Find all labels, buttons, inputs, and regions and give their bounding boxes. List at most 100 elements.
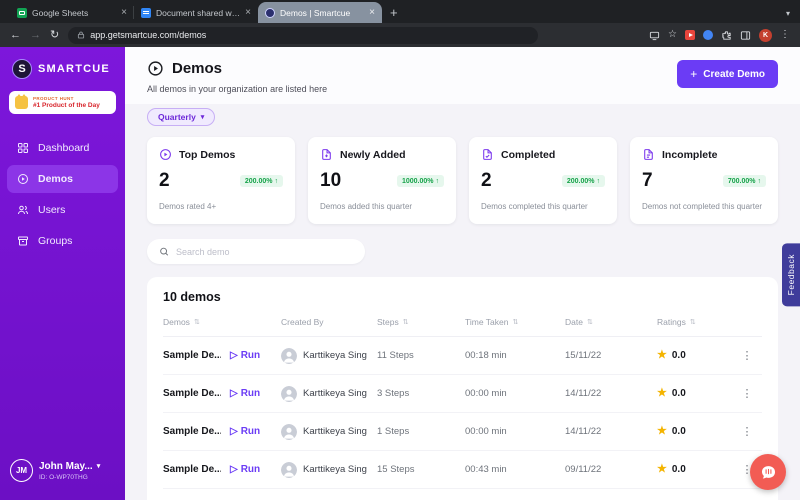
demos-table: 10 demos Demos ⇅ Created By Steps ⇅ Time T… [147, 277, 778, 500]
table-row: Sample De... ▷ Run Karttikeya Sing 15 Ste… [163, 451, 762, 489]
rating-value: 0.0 [671, 350, 686, 361]
reload-icon[interactable]: ↻ [50, 28, 60, 41]
demo-name[interactable]: Sample De... [163, 464, 221, 475]
chat-widget-button[interactable] [750, 454, 786, 490]
plus-icon: + [690, 67, 698, 81]
product-hunt-label: PRODUCT HUNT [33, 96, 74, 101]
column-header-created-by[interactable]: Created By [281, 317, 324, 327]
sidebar-item-dashboard[interactable]: Dashboard [7, 134, 118, 162]
tab-title: Demos | Smartcue [280, 7, 351, 18]
column-header-ratings[interactable]: Ratings ⇅ [657, 317, 696, 327]
google-docs-favicon-icon [141, 7, 151, 18]
up-arrow-icon: ↑ [435, 177, 440, 185]
rating-value: 0.0 [671, 464, 686, 475]
table-row: Sample De... ▷ Run Karttikeya Sing 3 Step… [163, 375, 762, 413]
table-row: Sample De... ▷ Run Karttikeya Sing 1 Step… [163, 413, 762, 451]
run-demo-button[interactable]: ▷ Run [230, 464, 261, 475]
stat-title: Newly Added [340, 148, 406, 161]
creator-avatar [281, 347, 297, 364]
page-header: Demos All demos in your organization are… [125, 47, 800, 104]
play-icon: ▷ [230, 350, 238, 361]
tab-strip: Google Sheets × Document shared with you… [0, 0, 800, 23]
sidebar-item-users[interactable]: Users [7, 196, 118, 224]
feedback-tab[interactable]: Feedback [782, 243, 800, 307]
column-header-time-taken[interactable]: Time Taken ⇅ [465, 317, 519, 327]
product-hunt-badge[interactable]: PRODUCT HUNT #1 Product of the Day [9, 91, 116, 114]
sidebar: S SMARTCUE PRODUCT HUNT #1 Product of th… [0, 47, 125, 500]
sidebar-item-demos[interactable]: Demos [7, 165, 118, 193]
close-tab-icon[interactable]: × [121, 6, 127, 18]
product-hunt-kitty-icon [15, 94, 28, 109]
tab-demos-smartcue[interactable]: Demos | Smartcue × [258, 2, 382, 23]
sidebar-item-groups[interactable]: Groups [7, 227, 118, 255]
tab-list-chevron-icon[interactable]: ▾ [785, 9, 790, 18]
search-input[interactable] [176, 246, 353, 257]
row-menu-icon[interactable]: ⋮ [741, 426, 753, 438]
toolbar-actions: ☆ K ⋮ [649, 28, 790, 42]
row-menu-icon[interactable]: ⋮ [741, 388, 753, 400]
back-icon[interactable]: ← [10, 28, 21, 41]
column-header-demos[interactable]: Demos ⇅ [163, 317, 200, 327]
forward-icon: → [30, 28, 41, 41]
sidebar-item-label: Groups [38, 235, 73, 247]
smartcue-app: S SMARTCUE PRODUCT HUNT #1 Product of th… [0, 47, 800, 500]
row-menu-icon[interactable]: ⋮ [741, 464, 753, 476]
creator-avatar [281, 423, 297, 440]
period-filter-dropdown[interactable]: Quarterly ▾ [147, 108, 216, 126]
product-hunt-rank: #1 Product of the Day [33, 102, 100, 109]
sort-icon: ⇅ [193, 319, 200, 326]
demo-name[interactable]: Sample De... [163, 388, 221, 399]
users-icon [18, 205, 28, 215]
close-tab-icon[interactable]: × [245, 6, 251, 18]
stat-description: Demos rated 4+ [159, 202, 217, 211]
close-tab-icon[interactable]: × [369, 6, 375, 18]
sidebar-menu: Dashboard Demos Users Groups [0, 134, 125, 255]
user-profile[interactable]: JM John May... ▾ ID: O-WP70THG [0, 451, 125, 490]
user-id: ID: O-WP70THG [39, 473, 88, 481]
user-avatar: JM [10, 459, 33, 482]
stat-card-top-demos: Top Demos 2 200.00% ↑ Demos rated 4+ [147, 137, 295, 224]
tab-google-sheets[interactable]: Google Sheets × [10, 2, 134, 23]
address-bar[interactable]: app.getsmartcue.com/demos [68, 26, 539, 44]
file-lines-icon [644, 149, 653, 160]
creator-name: Karttikeya Sing [303, 388, 367, 399]
demo-name[interactable]: Sample De... [163, 426, 221, 437]
search-box[interactable] [147, 239, 365, 264]
date-cell: 09/11/22 [565, 464, 602, 475]
play-icon: ▷ [230, 388, 238, 399]
steps-cell: 11 Steps [377, 350, 414, 361]
play-icon: ▷ [230, 426, 238, 437]
row-menu-icon[interactable]: ⋮ [741, 350, 753, 362]
youtube-extension-icon[interactable] [685, 30, 695, 40]
smartcue-logo: S [12, 59, 32, 79]
column-header-date[interactable]: Date ⇅ [565, 317, 593, 327]
run-demo-button[interactable]: ▷ Run [230, 388, 261, 399]
run-demo-button[interactable]: ▷ Run [230, 350, 261, 361]
demo-name[interactable]: Sample De... [163, 350, 221, 361]
date-cell: 14/11/22 [565, 388, 602, 399]
time-taken-cell: 00:00 min [465, 388, 507, 399]
create-demo-button[interactable]: + Create Demo [677, 60, 778, 88]
chevron-down-icon[interactable]: ▾ [96, 463, 101, 470]
run-demo-button[interactable]: ▷ Run [230, 426, 261, 437]
play-circle-icon [160, 149, 171, 160]
sort-icon: ⇅ [586, 319, 593, 326]
extensions-puzzle-icon[interactable] [721, 30, 732, 41]
url-text: app.getsmartcue.com/demos [90, 30, 207, 40]
blue-extension-icon[interactable] [703, 30, 713, 40]
date-cell: 14/11/22 [565, 426, 602, 437]
new-tab-button[interactable]: + [390, 5, 398, 20]
browser-menu-icon[interactable]: ⋮ [780, 29, 790, 40]
stat-value: 2 [159, 170, 170, 191]
column-header-steps[interactable]: Steps ⇅ [377, 317, 409, 327]
bookmark-star-icon[interactable]: ☆ [668, 29, 677, 40]
share-icon[interactable] [649, 30, 660, 41]
tab-document-shared[interactable]: Document shared with you: "C × [133, 2, 258, 23]
stat-description: Demos added this quarter [320, 202, 413, 211]
side-panel-icon[interactable] [740, 30, 751, 41]
stat-value: 7 [642, 170, 653, 191]
profile-avatar[interactable]: K [759, 28, 772, 42]
lock-icon [78, 31, 85, 39]
stat-description: Demos completed this quarter [481, 202, 588, 211]
chat-icon [761, 465, 775, 478]
